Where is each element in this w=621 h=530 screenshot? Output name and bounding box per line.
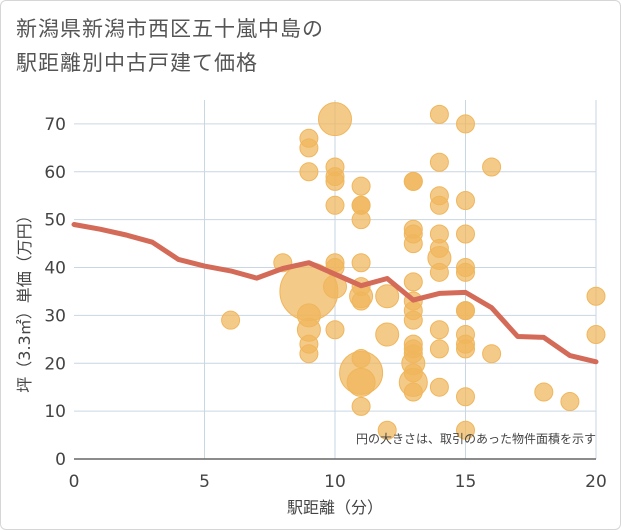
data-bubble: [299, 344, 319, 364]
data-bubble: [429, 152, 449, 172]
data-bubble: [403, 234, 423, 254]
data-bubble: [534, 382, 554, 402]
data-bubble: [482, 344, 502, 364]
data-bubble: [351, 396, 371, 416]
y-tick-label: 20: [44, 354, 66, 374]
x-axis-title: 駅距離（分）: [287, 498, 383, 517]
data-bubble: [456, 262, 475, 282]
data-bubble: [351, 253, 371, 273]
trend-line: [71, 222, 599, 365]
data-bubble: [325, 171, 345, 191]
y-tick-label: 70: [44, 115, 66, 135]
data-bubble: [318, 102, 352, 137]
data-bubble: [299, 162, 319, 182]
data-bubble: [375, 322, 400, 347]
x-tick-label: 15: [455, 472, 477, 492]
chart-title: 新潟県新潟市西区五十嵐中島の 駅距離別中古戸建て価格: [16, 12, 496, 80]
data-bubble: [377, 420, 397, 440]
data-bubble: [299, 138, 319, 158]
data-bubble: [403, 382, 423, 402]
y-axis-title: 坪（3.3㎡）単価（万円）: [15, 207, 34, 392]
y-tick-label: 50: [44, 211, 66, 231]
data-bubble: [429, 339, 449, 359]
data-bubble: [456, 420, 475, 440]
data-bubble: [351, 176, 371, 196]
data-bubble: [403, 272, 423, 292]
data-bubble: [456, 224, 475, 244]
x-tick-label: 0: [69, 472, 80, 492]
y-tick-label: 40: [44, 259, 66, 279]
data-bubble: [325, 320, 345, 340]
y-tick-label: 30: [44, 306, 66, 326]
y-tick-label: 10: [44, 402, 66, 422]
data-bubble: [560, 392, 580, 412]
data-bubble: [325, 195, 345, 215]
data-bubble: [221, 310, 241, 330]
data-bubble: [456, 387, 475, 407]
data-bubble: [429, 377, 449, 397]
data-bubble: [346, 367, 376, 397]
data-bubble: [429, 104, 449, 124]
data-bubble: [482, 157, 502, 177]
data-bubble: [403, 171, 423, 191]
data-bubble: [429, 195, 449, 215]
data-bubble: [375, 284, 400, 309]
x-tick-label: 10: [324, 472, 346, 492]
size-note: 円の大きさは、取引のあった物件面積を示す: [356, 431, 596, 446]
data-bubble: [456, 114, 475, 134]
x-tick-label: 5: [199, 472, 210, 492]
chart-title-line1: 新潟県新潟市西区五十嵐中島の: [16, 17, 324, 41]
y-tick-label: 60: [44, 163, 66, 183]
data-bubble: [429, 262, 449, 282]
data-bubble: [351, 210, 371, 230]
data-bubble: [456, 339, 475, 359]
data-bubble: [586, 286, 606, 306]
data-bubble: [403, 310, 423, 330]
bubble-series: [221, 102, 606, 440]
x-tick-labels: 0 5 10 15 20: [69, 472, 607, 492]
x-tick-label: 20: [585, 472, 607, 492]
y-tick-label: 0: [55, 450, 66, 470]
y-tick-labels: 0 10 20 30 40 50 60 70: [44, 115, 66, 470]
data-bubble: [586, 325, 606, 345]
data-bubble: [456, 301, 475, 321]
chart-title-line2: 駅距離別中古戸建て価格: [16, 51, 258, 75]
data-bubble: [456, 191, 475, 211]
data-bubble: [351, 291, 371, 311]
data-bubble: [429, 320, 449, 340]
